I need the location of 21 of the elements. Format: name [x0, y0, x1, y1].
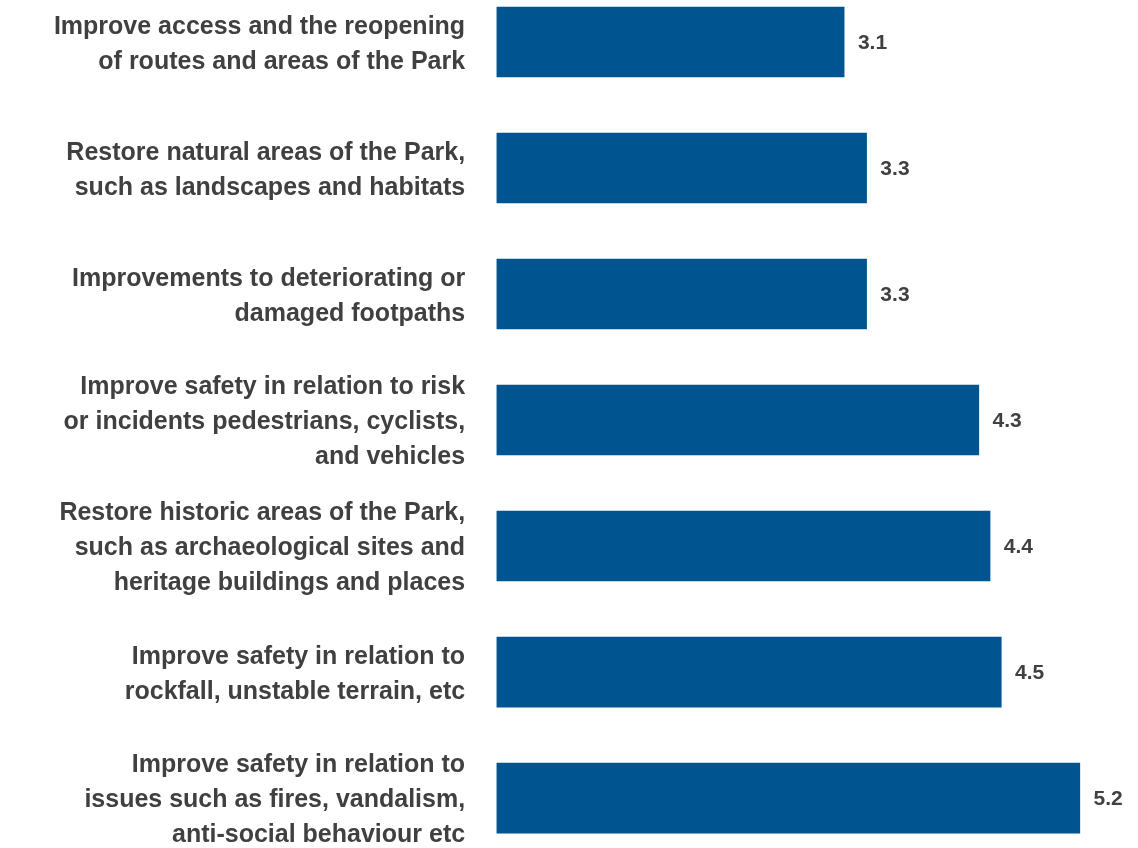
y-tick-label: Improve safety in relation to issues such as fires, vandalism, anti-social behaviour etc	[84, 749, 466, 848]
bar	[496, 6, 845, 78]
y-tick-label: Improve access and the reopening of routes and areas of the Park	[53, 10, 466, 74]
y-tick-label: Improve safety in relation to rockfall, unstable terrain, etc	[124, 640, 466, 704]
y-tick-label: Improvements to deteriorating or damaged footpaths	[72, 262, 466, 326]
bar	[496, 132, 867, 204]
data-label: 5.2	[1093, 786, 1123, 810]
bar	[496, 258, 867, 330]
bar	[496, 384, 980, 456]
y-tick-label: Improve safety in relation to risk or incidents pedestrians, cyclists, and vehicles	[63, 371, 466, 470]
bar	[496, 510, 991, 582]
y-tick-label: Restore historic areas of the Park, such as archaeological sites and heritage buildings and places	[59, 497, 466, 596]
y-tick-label: Restore natural areas of the Park, such as landscapes and habitats	[66, 136, 466, 200]
data-label: 4.5	[1015, 660, 1045, 684]
data-label: 3.1	[857, 30, 888, 54]
data-label: 4.3	[992, 408, 1022, 432]
data-label: 3.3	[880, 282, 910, 306]
bar	[496, 636, 1002, 708]
bar	[496, 762, 1081, 834]
data-label: 3.3	[880, 156, 910, 180]
data-label: 4.4	[1003, 534, 1034, 558]
